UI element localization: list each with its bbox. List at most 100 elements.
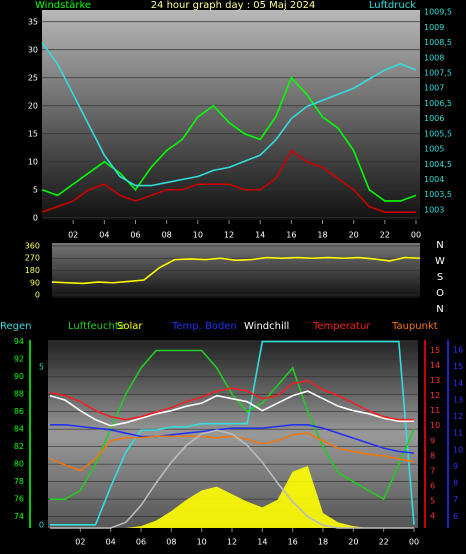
tick-label: 20 (28, 101, 38, 110)
tick-label: 10 (453, 445, 463, 454)
tick-label: 90 (30, 278, 40, 287)
panel-wind (42, 10, 420, 220)
tick-label: 5 (39, 362, 44, 371)
tick-label: 5 (430, 496, 435, 505)
x-tick-label: 04 (106, 538, 116, 547)
x-tick-label: 14 (257, 538, 267, 547)
x-tick-label: 08 (162, 231, 172, 240)
tick-label: 7 (453, 495, 458, 504)
tick-label: 78 (14, 477, 24, 486)
legend-label: Windchill (244, 321, 289, 332)
series-line (49, 390, 414, 427)
tick-label: 9 (430, 436, 435, 445)
tick-label: 84 (14, 425, 24, 434)
tick-label: 1008 (424, 53, 444, 62)
tick-label: 11 (430, 406, 440, 415)
tick-label: 1006,5 (424, 99, 452, 108)
tick-label: 1007,5 (424, 69, 452, 78)
x-tick-label: 00 (411, 231, 421, 240)
tick-label: 92 (14, 355, 24, 364)
tick-label: 180 (25, 266, 40, 275)
tick-label: 1004 (424, 175, 444, 184)
x-tick-label: 12 (227, 538, 237, 547)
legend-label: Taupunkt (391, 321, 438, 332)
axis-title: Luftdruck (369, 0, 416, 11)
tick-label: 5 (33, 185, 38, 194)
x-tick-label: 02 (75, 538, 85, 547)
tick-label: 6 (453, 512, 458, 521)
tick-label: 12 (430, 391, 440, 400)
tick-label: 88 (14, 390, 24, 399)
direction-label: W (435, 256, 445, 267)
legend-label: Luftfeuchte (68, 321, 125, 332)
tick-label: 1004,5 (424, 160, 452, 169)
x-tick-label: 22 (380, 231, 390, 240)
chart-title: 24 hour graph day : 05 Maj 2024 (151, 0, 316, 11)
legend-label: Solar (117, 321, 143, 332)
series-line (49, 379, 414, 421)
tick-label: 1005 (424, 145, 444, 154)
tick-label: 15 (430, 346, 440, 355)
series-line (41, 42, 417, 187)
series-line (49, 432, 415, 472)
tick-label: 1006 (424, 114, 444, 123)
x-tick-label: 18 (317, 231, 327, 240)
tick-label: 74 (14, 512, 24, 521)
tick-label: 35 (28, 17, 38, 26)
x-tick-label: 00 (409, 538, 419, 547)
tick-label: 15 (453, 362, 463, 371)
x-tick-label: 16 (286, 231, 296, 240)
series-line (50, 429, 414, 529)
tick-label: 86 (14, 407, 24, 416)
x-tick-label: 12 (224, 231, 234, 240)
tick-label: 0 (39, 520, 44, 529)
tick-label: 12 (453, 412, 463, 421)
tick-label: 11 (453, 429, 463, 438)
tick-label: 1003 (424, 205, 444, 214)
x-tick-label: 06 (130, 231, 140, 240)
tick-label: 82 (14, 442, 24, 451)
tick-label: 90 (14, 372, 24, 381)
tick-label: 1009 (424, 23, 444, 32)
legend-label: Temperatur (312, 321, 371, 332)
x-tick-label: 20 (349, 231, 359, 240)
tick-label: 25 (28, 73, 38, 82)
tick-label: 13 (430, 376, 440, 385)
tick-label: 1005,5 (424, 129, 452, 138)
tick-label: 10 (28, 157, 38, 166)
tick-label: 10 (430, 421, 440, 430)
tick-label: 8 (430, 451, 435, 460)
tick-label: 1003,5 (424, 190, 452, 199)
tick-label: 94 (14, 337, 24, 346)
series-area (50, 465, 414, 528)
x-tick-label: 22 (379, 538, 389, 547)
direction-label: N (436, 240, 443, 251)
series-line (41, 76, 417, 202)
tick-label: 13 (453, 395, 463, 404)
tick-label: 1008,5 (424, 38, 452, 47)
tick-label: 360 (25, 241, 40, 250)
series-line (50, 340, 415, 526)
tick-label: 15 (28, 129, 38, 138)
series-line (51, 256, 421, 285)
tick-label: 8 (453, 479, 458, 488)
x-tick-label: 10 (193, 231, 203, 240)
direction-label: O (436, 288, 444, 299)
tick-label: 14 (453, 379, 463, 388)
x-tick-label: 20 (348, 538, 358, 547)
tick-label: 76 (14, 495, 24, 504)
tick-label: 16 (453, 345, 463, 354)
x-tick-label: 10 (197, 538, 207, 547)
legend-label: Temp. Boden (171, 321, 237, 332)
tick-label: 1007 (424, 84, 444, 93)
direction-label: S (437, 272, 443, 283)
x-tick-label: 18 (318, 538, 328, 547)
direction-label: N (436, 304, 443, 315)
x-tick-label: 06 (136, 538, 146, 547)
tick-label: 0 (35, 291, 40, 300)
tick-label: 9 (453, 462, 458, 471)
legend-label: Regen (0, 321, 32, 332)
tick-label: 6 (430, 481, 435, 490)
tick-label: 1009,5 (424, 8, 452, 17)
